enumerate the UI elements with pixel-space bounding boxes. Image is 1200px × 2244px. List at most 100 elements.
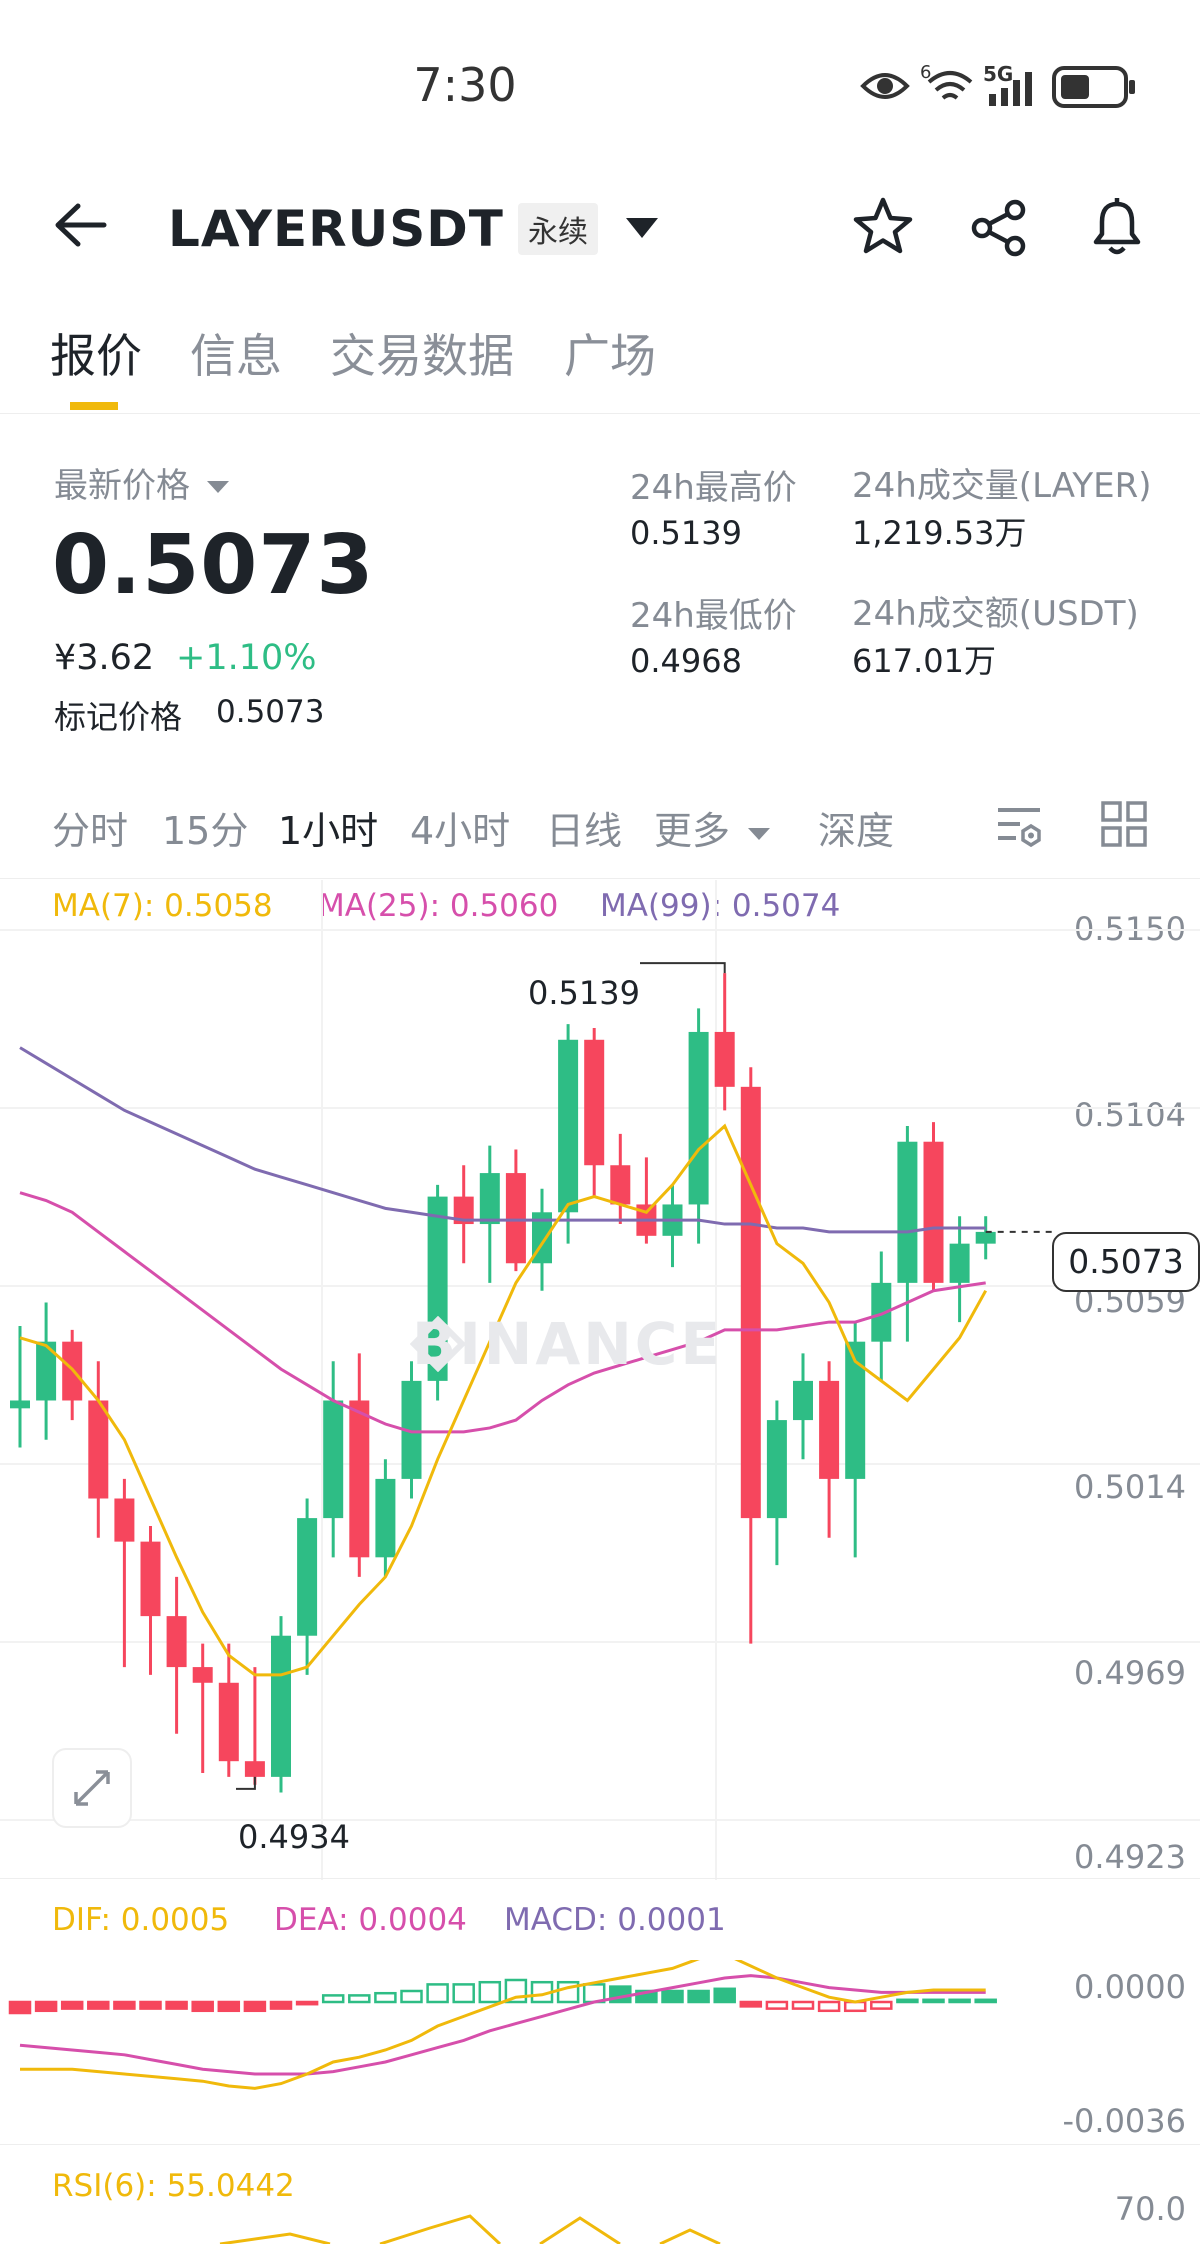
macd-bar	[348, 1994, 371, 2004]
timeframe-line[interactable]: 分时	[52, 809, 129, 853]
timeframe-15m[interactable]: 15分	[162, 809, 249, 853]
eye-icon	[860, 73, 910, 99]
fullscreen-button[interactable]	[52, 1748, 132, 1828]
candle-body	[819, 1380, 840, 1479]
network-label: 5G	[983, 62, 1014, 86]
share-icon[interactable]	[968, 198, 1030, 258]
candle-body	[36, 1341, 57, 1401]
tab-quote[interactable]: 报价	[50, 329, 142, 383]
price-axis-label-5: 0.4969	[1074, 1654, 1186, 1692]
high-value: 0.5139	[630, 514, 742, 552]
candlestick-chart[interactable]	[0, 880, 1200, 1880]
binance-logo-icon	[410, 1316, 466, 1372]
macd-bar	[948, 1998, 971, 2004]
candle-body	[766, 1420, 787, 1519]
tab-info[interactable]: 信息	[190, 329, 282, 383]
wifi-small-label: 6	[920, 62, 932, 83]
main-tabs: 报价 信息 交易数据 广场	[0, 320, 1200, 414]
back-arrow-icon[interactable]	[52, 200, 112, 250]
last-price-selector[interactable]: 最新价格	[54, 458, 231, 507]
timeframe-depth[interactable]: 深度	[818, 809, 895, 853]
candle-body	[949, 1243, 970, 1283]
macd-bar	[478, 1980, 502, 2004]
macd-divider	[0, 1878, 1200, 1879]
chart-top-divider	[0, 878, 1200, 879]
caret-down-icon	[207, 481, 230, 493]
candle-body	[271, 1635, 291, 1777]
status-bar: 7:30 6 5G	[0, 0, 1200, 170]
battery-icon	[1052, 66, 1135, 108]
last-price: 0.5073	[52, 518, 375, 613]
macd-bar	[60, 2000, 84, 2010]
macd-bar	[817, 2000, 841, 2013]
low-marker-label: 0.4934	[238, 1818, 350, 1856]
macd-bar	[217, 2000, 241, 2013]
macd-bar	[374, 1991, 397, 2004]
indicator-settings-icon[interactable]	[994, 802, 1046, 850]
ma25-line	[19, 1191, 986, 1434]
macd-bar	[87, 2000, 110, 2010]
cny-price: ¥3.62	[54, 638, 155, 678]
candle-body	[923, 1141, 944, 1283]
macd-bar	[295, 2000, 319, 2006]
candle-body	[975, 1231, 996, 1244]
candle-body	[453, 1196, 474, 1225]
macd-bar	[870, 2000, 893, 2010]
wifi-icon	[927, 71, 973, 100]
candle-body	[584, 1039, 605, 1166]
candle-body	[401, 1380, 422, 1479]
expand-icon	[74, 1770, 110, 1806]
macd-bar	[713, 1987, 736, 2004]
macd-bar	[426, 1983, 449, 2004]
perpetual-badge: 永续	[518, 203, 598, 255]
timeframe-1d[interactable]: 日线	[546, 809, 623, 853]
symbol-title[interactable]: LAYERUSDT	[168, 200, 504, 258]
volume-value: 1,219.53万	[852, 514, 1027, 552]
candle-body	[349, 1400, 370, 1558]
bell-icon[interactable]	[1086, 194, 1148, 260]
candle-body	[427, 1196, 448, 1381]
macd-bar	[739, 2000, 763, 2008]
timeframe-1h[interactable]: 1小时	[278, 809, 379, 853]
candle-body	[897, 1141, 918, 1283]
dea-legend: DEA: 0.0004	[274, 1902, 467, 1938]
macd-bar	[269, 2000, 293, 2010]
low-value: 0.4968	[630, 642, 742, 680]
candle-body	[688, 1031, 709, 1205]
macd-bar	[165, 2000, 188, 2010]
candle-body	[323, 1400, 344, 1519]
rsi-axis-label: 70.0	[1114, 2190, 1186, 2228]
dea-line	[19, 1974, 986, 2076]
cell-signal-icon	[989, 72, 1032, 106]
star-icon[interactable]	[852, 196, 914, 258]
macd-bar	[34, 2000, 58, 2013]
status-time: 7:30	[413, 58, 517, 112]
price-axis-label-4: 0.5014	[1074, 1468, 1186, 1506]
candle-body	[505, 1173, 526, 1264]
more-caret-icon	[748, 828, 771, 840]
mark-price: 0.5073	[216, 694, 325, 730]
tab-square[interactable]: 广场	[564, 329, 656, 383]
timeframe-4h[interactable]: 4小时	[410, 809, 511, 853]
mark-price-label: 标记价格	[54, 698, 183, 736]
symbol-dropdown-icon[interactable]	[624, 214, 660, 242]
macd-axis-label-1: 0.0000	[1074, 1968, 1186, 2006]
tab-trading-data[interactable]: 交易数据	[330, 329, 514, 383]
macd-bar	[113, 2000, 136, 2010]
timeframe-more[interactable]: 更多	[654, 800, 772, 855]
candle-body	[140, 1541, 161, 1617]
active-tab-indicator	[70, 402, 118, 410]
candle-body	[479, 1173, 500, 1225]
macd-bar	[922, 1998, 945, 2004]
macd-chart	[8, 1960, 997, 2090]
macd-bar	[896, 1998, 919, 2004]
candle-body	[871, 1282, 892, 1342]
macd-legend: MACD: 0.0001	[504, 1902, 726, 1938]
layout-grid-icon[interactable]	[1100, 800, 1148, 848]
candle-body	[297, 1518, 318, 1636]
price-axis-label-6: 0.4923	[1074, 1838, 1186, 1876]
candle-body	[218, 1682, 239, 1762]
high-label: 24h最高价	[630, 468, 797, 508]
macd-bar	[661, 1989, 684, 2004]
rsi-legend: RSI(6): 55.0442	[52, 2168, 295, 2204]
